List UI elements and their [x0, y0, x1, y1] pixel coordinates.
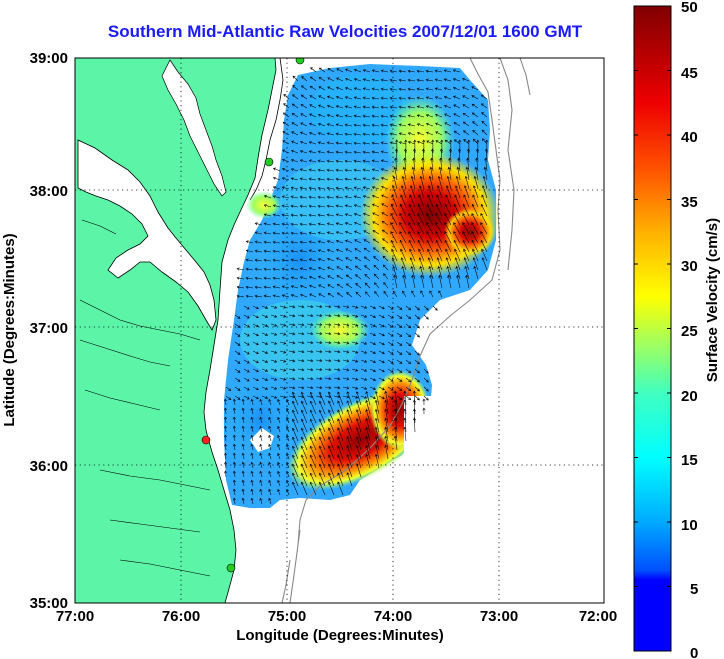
radar-station-marker: [264, 157, 274, 167]
colorbar: 50 45 40 35 30 25 20 15 10 5 0 Surface V…: [633, 0, 721, 659]
colorbar-tick-label: 0: [690, 645, 698, 659]
data-gap: [404, 396, 434, 460]
velocity-vectors: [224, 67, 489, 505]
page-title: Southern Mid-Atlantic Raw Velocities 200…: [107, 22, 583, 41]
colorbar-tick-label: 15: [681, 452, 698, 469]
velocity-field: [220, 64, 500, 508]
colorbar-label: Surface Velocity (cm/s): [704, 218, 721, 382]
x-tick-label: 75:00: [268, 608, 306, 625]
coastline: [249, 58, 284, 201]
y-axis-label: Latitude (Degrees:Minutes): [1, 233, 18, 426]
colorbar-tick-label: 35: [681, 194, 698, 211]
x-axis: 77:00 76:00 75:00 74:00 73:00 72:00 Long…: [56, 608, 617, 644]
radar-station-marker: [226, 563, 236, 573]
colorbar-tick-label: 25: [681, 323, 698, 340]
colorbar-tick-label: 20: [681, 388, 698, 405]
velocity-arrows: [224, 67, 489, 505]
x-tick-label: 73:00: [480, 608, 518, 625]
y-tick-label: 35:00: [30, 595, 68, 612]
bathymetry-contours: [281, 58, 531, 603]
colorbar-tick-label: 40: [681, 129, 698, 146]
chesapeake-bay: [77, 139, 217, 331]
plot-frame: [74, 57, 605, 604]
y-tick-label: 39:00: [30, 50, 68, 67]
colorbar-tick-label: 50: [681, 0, 698, 16]
y-axis: 39:00 38:00 37:00 36:00 35:00 Latitude (…: [1, 50, 68, 612]
y-tick-label: 36:00: [30, 458, 68, 475]
colorbar-gradient: [633, 5, 672, 652]
chesapeake-upper: [161, 59, 227, 197]
radar-station-marker: [201, 435, 211, 445]
x-tick-label: 74:00: [374, 608, 412, 625]
y-tick-label: 37:00: [30, 320, 68, 337]
river-lines: [79, 219, 211, 577]
x-tick-label: 77:00: [56, 608, 94, 625]
x-axis-label: Longitude (Degrees:Minutes): [236, 627, 444, 644]
x-tick-label: 72:00: [579, 608, 617, 625]
x-tick-label: 76:00: [162, 608, 200, 625]
colorbar-tick-label: 45: [681, 65, 698, 82]
colorbar-tick-label: 30: [681, 258, 698, 275]
colorbar-tick-label: 10: [681, 517, 698, 534]
colorbar-tick-label: 5: [690, 581, 698, 598]
radar-station-marker: [295, 58, 305, 65]
y-tick-label: 38:00: [30, 183, 68, 200]
